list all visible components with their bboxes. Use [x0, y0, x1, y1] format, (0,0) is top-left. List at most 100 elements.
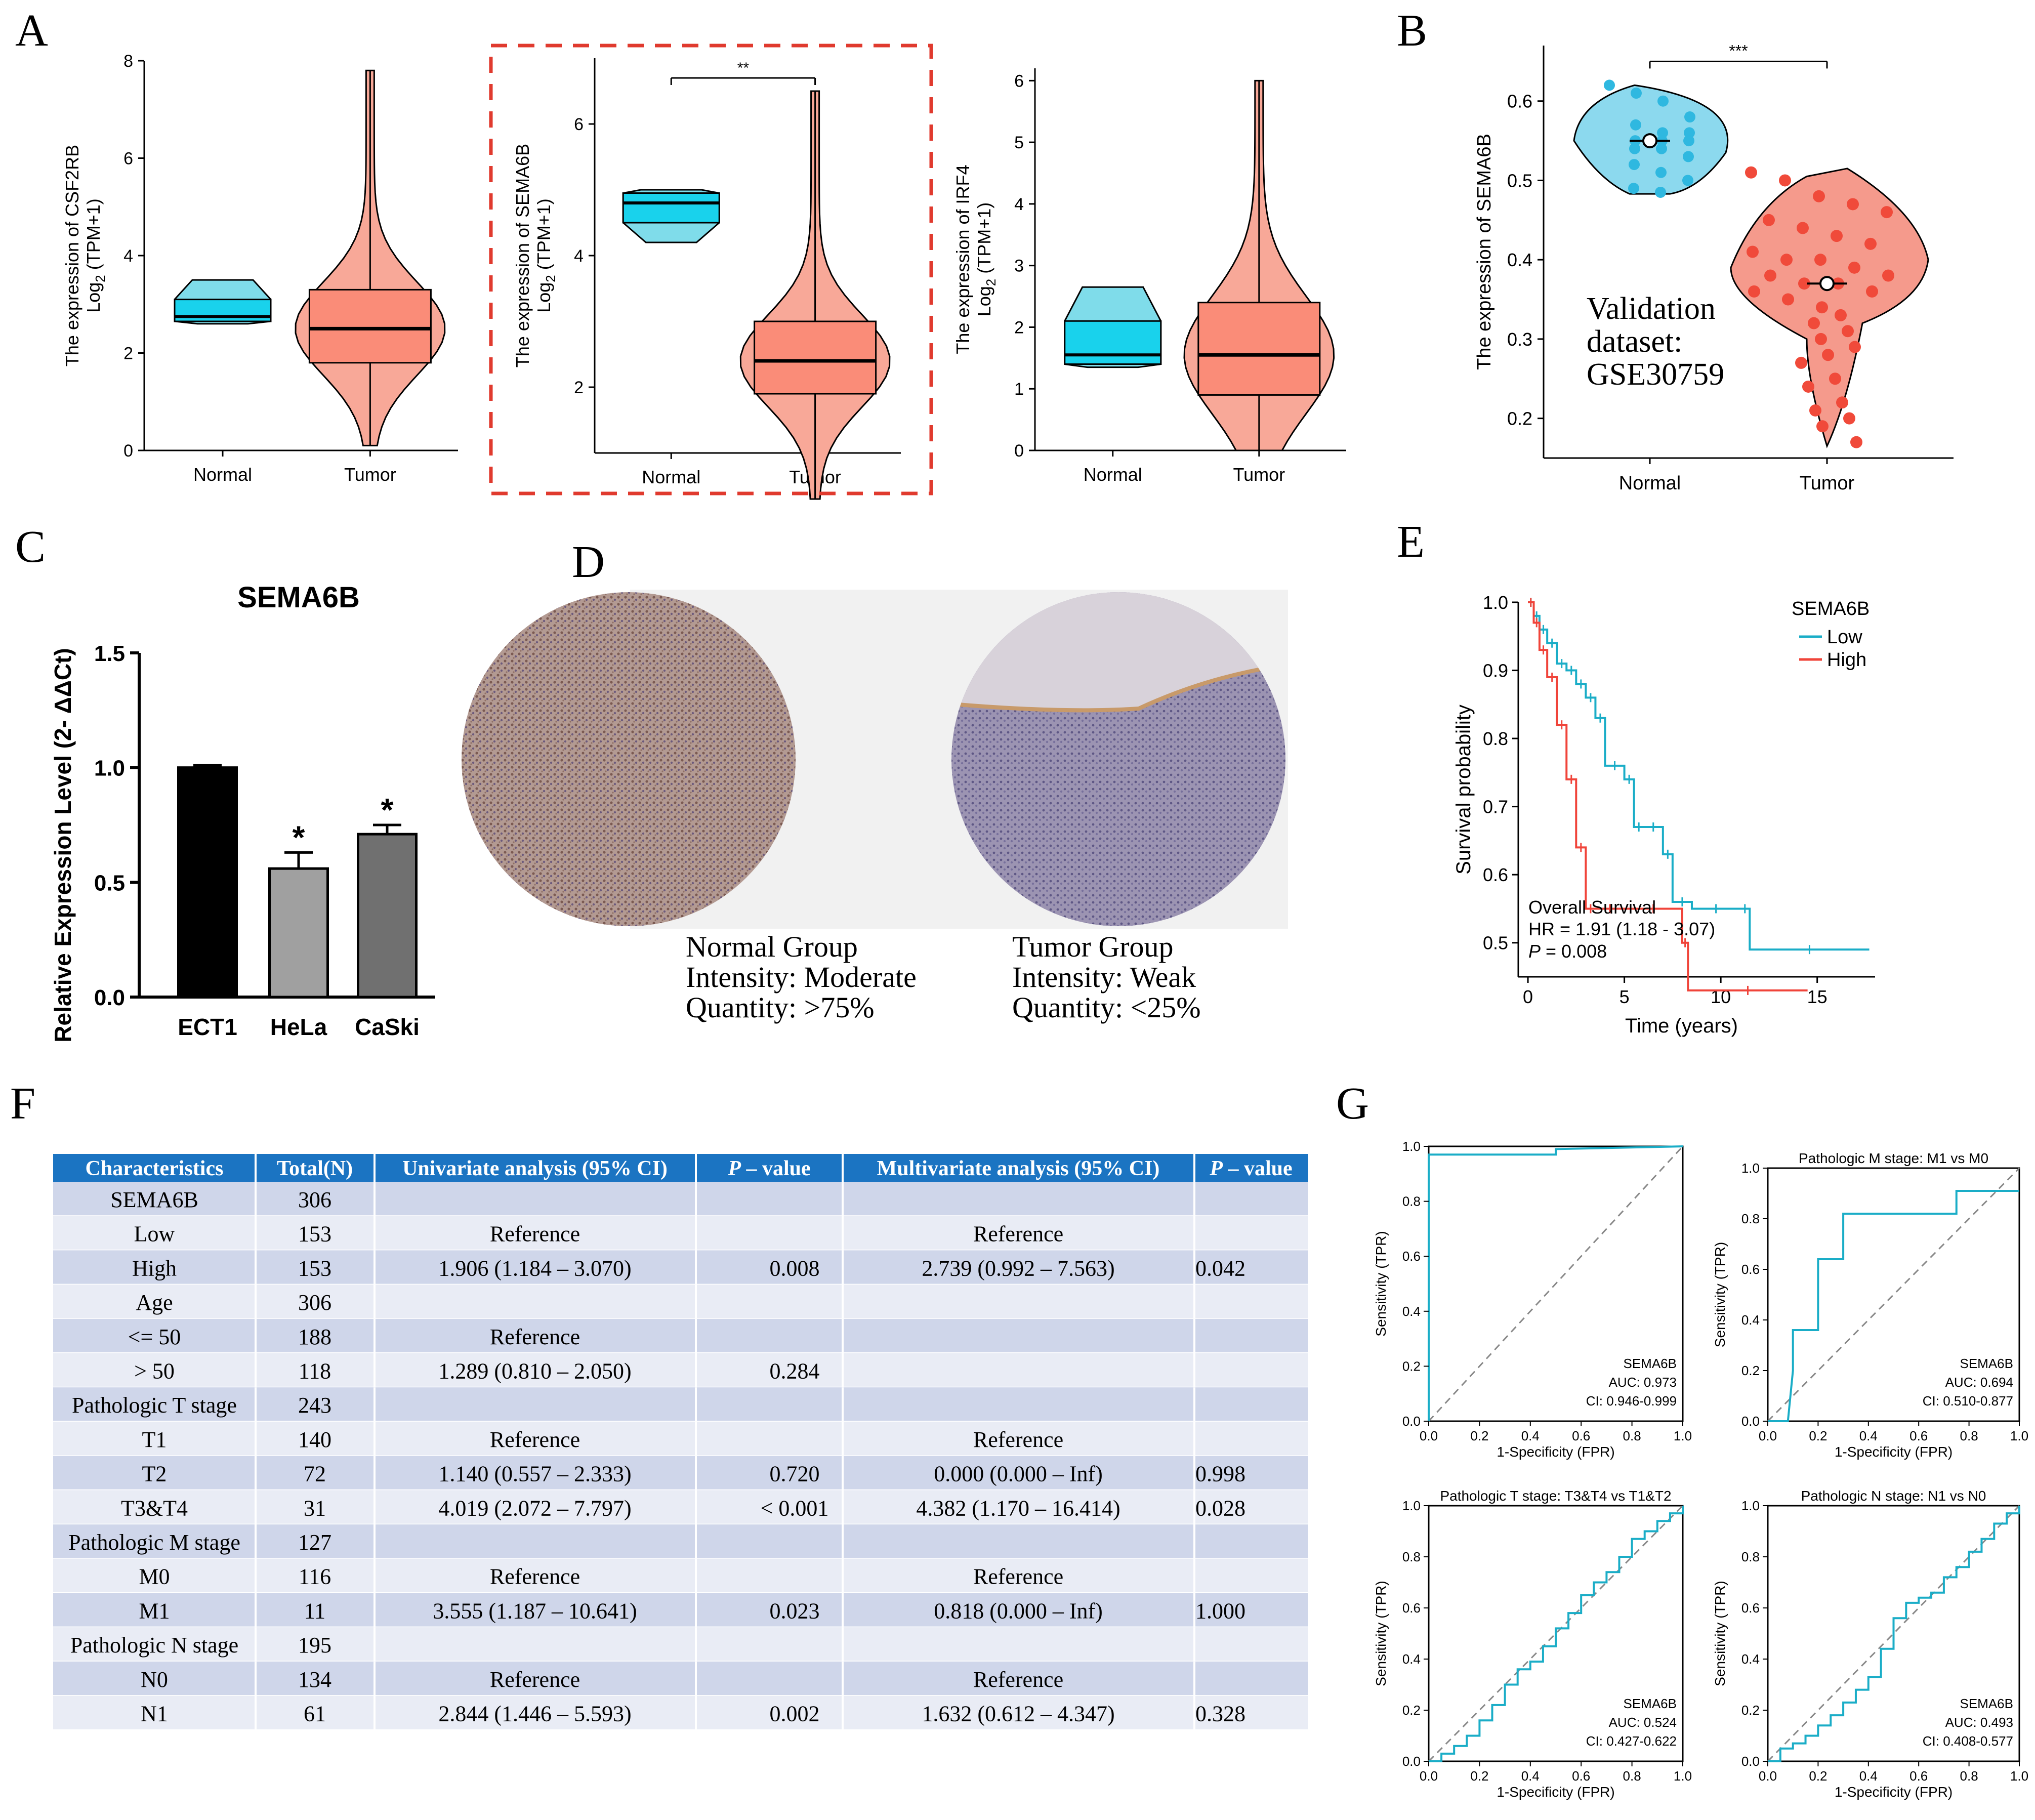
- table-cell: Reference: [490, 1222, 580, 1247]
- plot-frame: [1428, 1505, 1684, 1762]
- panel-letter-f: F: [10, 1079, 35, 1129]
- p-rest: – value: [1223, 1157, 1293, 1180]
- table-cell: 0.028: [1195, 1496, 1245, 1520]
- x-tick-label: HeLa: [270, 1014, 327, 1040]
- x-axis-label: 1-Specificity (FPR): [1835, 1444, 1953, 1460]
- tumor-point: [1842, 325, 1854, 338]
- boxplot-3: 0 1 2 3 4 5 6 Normal Tumor The expression of IRF4…: [952, 68, 1346, 485]
- table-cell: 1.140 (0.557 – 2.333): [438, 1462, 631, 1486]
- tumor-group-line1: Tumor Group: [1012, 930, 1174, 963]
- x-axis-label: 1-Specificity (FPR): [1835, 1784, 1953, 1800]
- normal-point: [1631, 88, 1642, 99]
- roc-auc: AUC: 0.524: [1609, 1715, 1677, 1730]
- table-row-bg: [53, 1250, 1308, 1285]
- y-title-units-rest: (TPM+1): [533, 198, 554, 275]
- y-axis-label: Relative Expression Level (2- ΔΔCt): [50, 648, 76, 1042]
- y-tick-label: 2: [574, 378, 584, 397]
- tumor-point: [1809, 404, 1821, 417]
- normal-mean: [1642, 133, 1657, 149]
- table-header-0: Characteristics: [86, 1157, 224, 1180]
- table-row-bg: [53, 1318, 1308, 1353]
- x-tick-label: 0.0: [1759, 1428, 1777, 1443]
- table-cell: M1: [139, 1598, 170, 1623]
- validation-annotation: dataset:: [1587, 324, 1682, 359]
- table-row-bg: [53, 1216, 1308, 1251]
- y-tick-label: 0.6: [1402, 1600, 1421, 1616]
- panel-f-table: Characteristics Total(N) Univariate analys…: [53, 1154, 1308, 1731]
- tumor-point: [1881, 206, 1893, 219]
- roc-curve: [1428, 1145, 1683, 1421]
- y-tick-label: 0.6: [1402, 1249, 1421, 1264]
- normal-point: [1656, 143, 1667, 154]
- x-tick-label: Normal: [642, 467, 700, 487]
- table-header-2: Univariate analysis (95% CI): [402, 1157, 668, 1180]
- y-title-units: Log2 (TPM+1): [83, 198, 108, 313]
- x-tick-label: Normal: [193, 464, 252, 485]
- p-value-number: = 0.008: [1541, 941, 1607, 962]
- y-tick-label: 0.3: [1507, 329, 1532, 350]
- table-cell: Reference: [973, 1222, 1063, 1247]
- boxplot-2: 246NormalTumorThe expression of SEMA6BLo…: [512, 58, 901, 500]
- y-title-units-sub: 2: [543, 275, 558, 282]
- tumor-box: [308, 288, 432, 364]
- normal-point: [1628, 183, 1639, 194]
- table-cell: 0.818 (0.000 – Inf): [934, 1598, 1103, 1623]
- table-cell: 195: [298, 1633, 331, 1658]
- table-cell: T2: [142, 1462, 167, 1486]
- table-cell: Reference: [490, 1564, 580, 1589]
- roc-ci: CI: 0.427-0.622: [1586, 1733, 1677, 1749]
- legend-label-low: Low: [1827, 627, 1862, 648]
- panel-letter-d: D: [572, 537, 605, 587]
- table-cell: 3.555 (1.187 – 10.641): [433, 1598, 637, 1623]
- y-tick-label: 5: [1014, 133, 1024, 152]
- normal-point: [1683, 135, 1694, 147]
- x-tick-label: Tumor: [1233, 464, 1285, 485]
- normal-box: [174, 299, 272, 322]
- y-tick-label: 0.0: [94, 985, 125, 1010]
- roc-title: Pathologic T stage: T3&T4 vs T1&T2: [1440, 1488, 1671, 1504]
- table-cell: 1.289 (0.810 – 2.050): [438, 1359, 631, 1384]
- x-tick-label: 0.6: [1909, 1768, 1928, 1784]
- roc-title: Pathologic M stage: M1 vs M0: [1799, 1150, 1988, 1166]
- y-tick-label: 0.2: [1402, 1358, 1421, 1374]
- normal-point: [1682, 175, 1693, 186]
- y-tick-label: 0.8: [1402, 1549, 1421, 1564]
- roc-name: SEMA6B: [1960, 1696, 2014, 1711]
- tumor-point: [1797, 222, 1809, 234]
- roc-ci: CI: 0.946-0.999: [1586, 1393, 1677, 1409]
- roc-plot-3: 0.00.0 0.2 0.2 0.4 0.4 0.6 0.6 0.8 0.8 1.0 1.0 1-Sp…: [1373, 1488, 1692, 1800]
- table-cell: T1: [142, 1427, 167, 1452]
- tumor-point: [1848, 261, 1860, 274]
- panel-letter-a: A: [15, 6, 48, 56]
- tumor-point: [1763, 214, 1775, 226]
- y-tick-label: 0.7: [1483, 797, 1508, 817]
- table-cell: 0.328: [1195, 1702, 1245, 1726]
- y-tick-label: 0.5: [1507, 170, 1532, 191]
- y-tick-label: 4: [1014, 195, 1024, 214]
- y-tick-label: 6: [123, 149, 133, 169]
- table-cell: 0.023: [770, 1598, 820, 1623]
- tumor-point: [1779, 174, 1791, 187]
- normal-point: [1683, 151, 1694, 162]
- table-row-bg: [53, 1387, 1308, 1422]
- y-title-units-sub: 2: [93, 275, 108, 282]
- table-cell: 0.008: [770, 1256, 820, 1280]
- tumor-group-line3: Quantity: <25%: [1012, 991, 1201, 1024]
- table-row-bg: [53, 1524, 1308, 1559]
- panel-c: SEMA6B 0.0 0.5 1.0 1.5 Relative Expression Le…: [50, 581, 435, 1043]
- p-italic: P: [1209, 1157, 1223, 1180]
- roc-auc: AUC: 0.973: [1609, 1375, 1677, 1390]
- table-row-bg: [53, 1558, 1308, 1593]
- y-tick-label: 0.4: [1741, 1312, 1760, 1328]
- table-cell: Pathologic N stage: [70, 1633, 238, 1658]
- table-cell: 153: [298, 1222, 331, 1247]
- chart-title: SEMA6B: [237, 581, 360, 614]
- roc-auc: AUC: 0.493: [1945, 1715, 2013, 1730]
- normal-group-line1: Normal Group: [686, 930, 858, 963]
- table-cell: 61: [304, 1702, 326, 1726]
- panel-letter-c: C: [15, 522, 46, 572]
- y-tick-label: 1.0: [1741, 1161, 1760, 1176]
- x-tick-label: 0.2: [1470, 1768, 1488, 1784]
- table-cell: Reference: [490, 1427, 580, 1452]
- roc-plot-1: 0.00.0 0.2 0.2 0.4 0.4 0.6 0.6 0.8 0.8 1.0 1.0 1-Sp…: [1373, 1139, 1692, 1460]
